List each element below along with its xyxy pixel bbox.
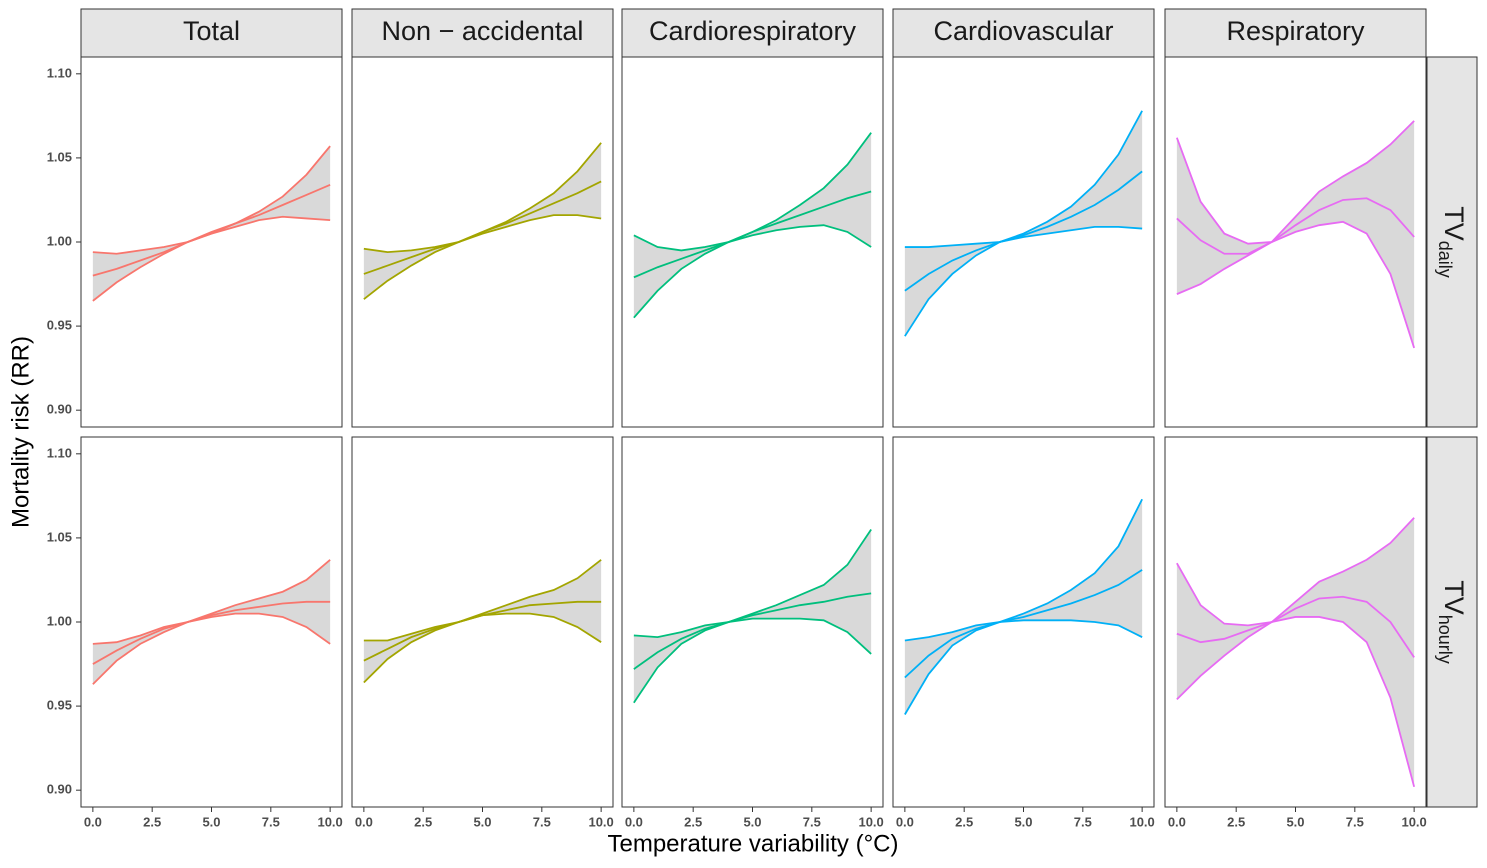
x-tick-label: 10.0 xyxy=(1129,814,1154,829)
x-tick-label: 10.0 xyxy=(858,814,883,829)
bound-line xyxy=(1176,616,1416,788)
x-tick-label: 5.0 xyxy=(202,814,220,829)
column-strip xyxy=(621,8,884,58)
x-tick-label: 2.5 xyxy=(143,814,161,829)
x-tick-label: 0.0 xyxy=(625,814,643,829)
bound-line xyxy=(633,132,872,252)
bound-line xyxy=(633,617,872,704)
bound-line xyxy=(904,498,1143,642)
column-strip-label: Total xyxy=(183,16,240,46)
x-tick-label: 0.0 xyxy=(84,814,102,829)
estimate-line xyxy=(92,600,331,665)
y-tick-label: 0.90 xyxy=(47,782,72,797)
estimate-line xyxy=(904,569,1143,679)
x-tick-label: 5.0 xyxy=(743,814,761,829)
bound-line xyxy=(363,142,602,253)
y-tick-label: 1.10 xyxy=(47,445,72,460)
x-tick-label: 0.0 xyxy=(355,814,373,829)
y-axis-title: Mortality risk (RR) xyxy=(7,336,34,528)
x-tick-label: 0.0 xyxy=(1168,814,1186,829)
column-strip xyxy=(351,8,614,58)
column-strip-label: Non − accidental xyxy=(382,16,584,46)
bound-line xyxy=(363,214,602,300)
bound-line xyxy=(904,110,1143,248)
x-tick-label: 10.0 xyxy=(1401,814,1426,829)
x-tick-label: 10.0 xyxy=(588,814,613,829)
bound-line xyxy=(363,612,602,684)
bound-line xyxy=(633,224,872,319)
row-label-main: TV xyxy=(1439,206,1469,241)
row-strip-label: TVhourly xyxy=(1435,580,1469,664)
column-strip xyxy=(1164,8,1427,58)
x-tick-label: 7.5 xyxy=(803,814,821,829)
bound-line xyxy=(633,528,872,639)
x-tick-label: 5.0 xyxy=(1014,814,1032,829)
column-strip-label: Cardiovascular xyxy=(933,16,1113,46)
confidence-band xyxy=(904,499,1143,715)
y-tick-label: 1.00 xyxy=(47,613,72,628)
estimate-line xyxy=(633,592,872,670)
x-tick-label: 5.0 xyxy=(473,814,491,829)
bound-line xyxy=(92,612,331,685)
x-tick-label: 7.5 xyxy=(533,814,551,829)
panel xyxy=(893,57,1154,427)
bound-line xyxy=(904,225,1143,337)
x-tick-label: 7.5 xyxy=(1074,814,1092,829)
y-tick-label: 1.10 xyxy=(47,65,72,80)
bound-line xyxy=(1176,517,1415,627)
estimate-line xyxy=(1176,595,1415,658)
x-tick-label: 10.0 xyxy=(317,814,342,829)
x-tick-label: 2.5 xyxy=(414,814,432,829)
panel xyxy=(352,57,613,427)
row-strip-label: TVdaily xyxy=(1435,206,1469,278)
y-tick-label: 0.95 xyxy=(47,318,72,333)
bound-line xyxy=(363,559,602,642)
panel xyxy=(622,57,883,427)
y-tick-label: 0.95 xyxy=(47,698,72,713)
column-strip-label: Cardiorespiratory xyxy=(649,16,857,46)
x-tick-label: 7.5 xyxy=(262,814,280,829)
estimate-line xyxy=(904,170,1143,292)
x-tick-label: 5.0 xyxy=(1286,814,1304,829)
confidence-band xyxy=(1176,120,1415,348)
x-tick-label: 2.5 xyxy=(684,814,702,829)
row-strip xyxy=(1426,436,1478,808)
y-tick-label: 1.00 xyxy=(47,233,72,248)
row-strip xyxy=(1426,56,1478,428)
estimate-line xyxy=(1176,197,1415,255)
y-tick-label: 1.05 xyxy=(47,149,72,164)
column-strip xyxy=(892,8,1155,58)
bound-line xyxy=(1176,220,1415,349)
bound-line xyxy=(904,619,1143,715)
x-tick-label: 2.5 xyxy=(955,814,973,829)
panel xyxy=(81,57,342,427)
x-axis-title: Temperature variability (°C) xyxy=(607,830,898,857)
x-tick-label: 0.0 xyxy=(896,814,914,829)
row-label-sub: hourly xyxy=(1435,615,1455,664)
column-strip xyxy=(80,8,343,58)
confidence-band xyxy=(904,110,1143,337)
bound-line xyxy=(1176,120,1415,245)
confidence-band xyxy=(1176,517,1415,787)
bound-line xyxy=(92,145,331,255)
row-label-main: TV xyxy=(1439,580,1469,615)
y-tick-label: 0.90 xyxy=(47,402,72,417)
y-tick-label: 1.05 xyxy=(47,529,72,544)
x-tick-label: 2.5 xyxy=(1227,814,1245,829)
column-strip-label: Respiratory xyxy=(1226,16,1365,46)
row-label-sub: daily xyxy=(1435,241,1455,278)
estimate-line xyxy=(92,183,331,277)
x-tick-label: 7.5 xyxy=(1346,814,1364,829)
bound-line xyxy=(92,559,331,645)
